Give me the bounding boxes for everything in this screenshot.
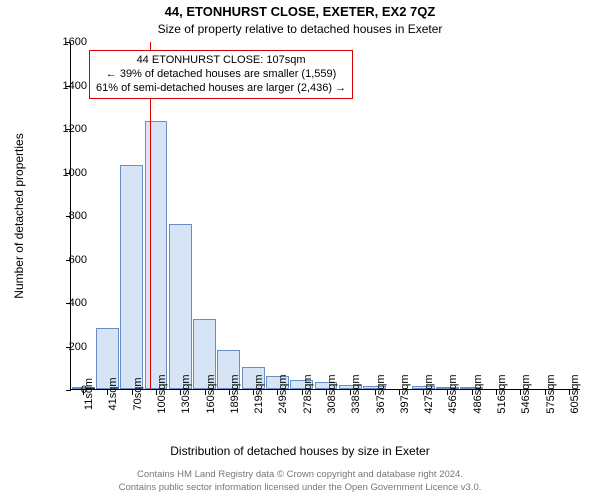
x-tick-label: 397sqm (399, 374, 411, 413)
x-tick-label: 486sqm (472, 374, 484, 413)
x-tick-label: 546sqm (520, 374, 532, 413)
x-tick-label: 100sqm (156, 374, 168, 413)
x-tick-label: 338sqm (350, 374, 362, 413)
x-tick-label: 278sqm (302, 374, 314, 413)
y-tick-label: 1000 (37, 167, 87, 179)
x-tick-label: 160sqm (205, 374, 217, 413)
y-tick-label: 1400 (37, 80, 87, 92)
x-tick-label: 367sqm (375, 374, 387, 413)
y-tick-label: 200 (37, 341, 87, 353)
annotation-line1: 44 ETONHURST CLOSE: 107sqm (96, 54, 346, 68)
x-tick-label: 427sqm (423, 374, 435, 413)
y-tick-label: 400 (37, 297, 87, 309)
annotation-line3: 61% of semi-detached houses are larger (… (96, 82, 346, 96)
chart-title-sub: Size of property relative to detached ho… (0, 22, 600, 36)
histogram-bar (120, 165, 143, 389)
y-tick-label: 1200 (37, 123, 87, 135)
plot-area: 44 ETONHURST CLOSE: 107sqm ← 39% of deta… (70, 42, 580, 390)
footer-line1: Contains HM Land Registry data © Crown c… (0, 469, 600, 481)
chart-container: 44, ETONHURST CLOSE, EXETER, EX2 7QZ Siz… (0, 0, 600, 500)
x-tick-label: 516sqm (496, 374, 508, 413)
y-tick-label: 0 (37, 384, 87, 396)
x-tick-label: 575sqm (545, 374, 557, 413)
footer-line2: Contains public sector information licen… (0, 482, 600, 494)
x-tick-label: 219sqm (253, 374, 265, 413)
y-tick-label: 600 (37, 254, 87, 266)
x-tick-label: 130sqm (180, 374, 192, 413)
y-tick-label: 1600 (37, 36, 87, 48)
x-tick-label: 456sqm (447, 374, 459, 413)
x-tick-label: 308sqm (326, 374, 338, 413)
x-tick-label: 41sqm (107, 377, 119, 410)
footer: Contains HM Land Registry data © Crown c… (0, 469, 600, 494)
histogram-bar (169, 224, 192, 389)
y-tick-label: 800 (37, 210, 87, 222)
x-tick-label: 70sqm (132, 377, 144, 410)
chart-title-main: 44, ETONHURST CLOSE, EXETER, EX2 7QZ (0, 4, 600, 19)
x-tick-label: 605sqm (569, 374, 581, 413)
annotation-line2: ← 39% of detached houses are smaller (1,… (96, 68, 346, 82)
y-axis-label: Number of detached properties (12, 133, 26, 298)
x-tick-label: 249sqm (277, 374, 289, 413)
x-axis-label: Distribution of detached houses by size … (0, 444, 600, 458)
annotation-box: 44 ETONHURST CLOSE: 107sqm ← 39% of deta… (89, 50, 353, 99)
histogram-bar (145, 121, 168, 389)
x-tick-label: 189sqm (229, 374, 241, 413)
